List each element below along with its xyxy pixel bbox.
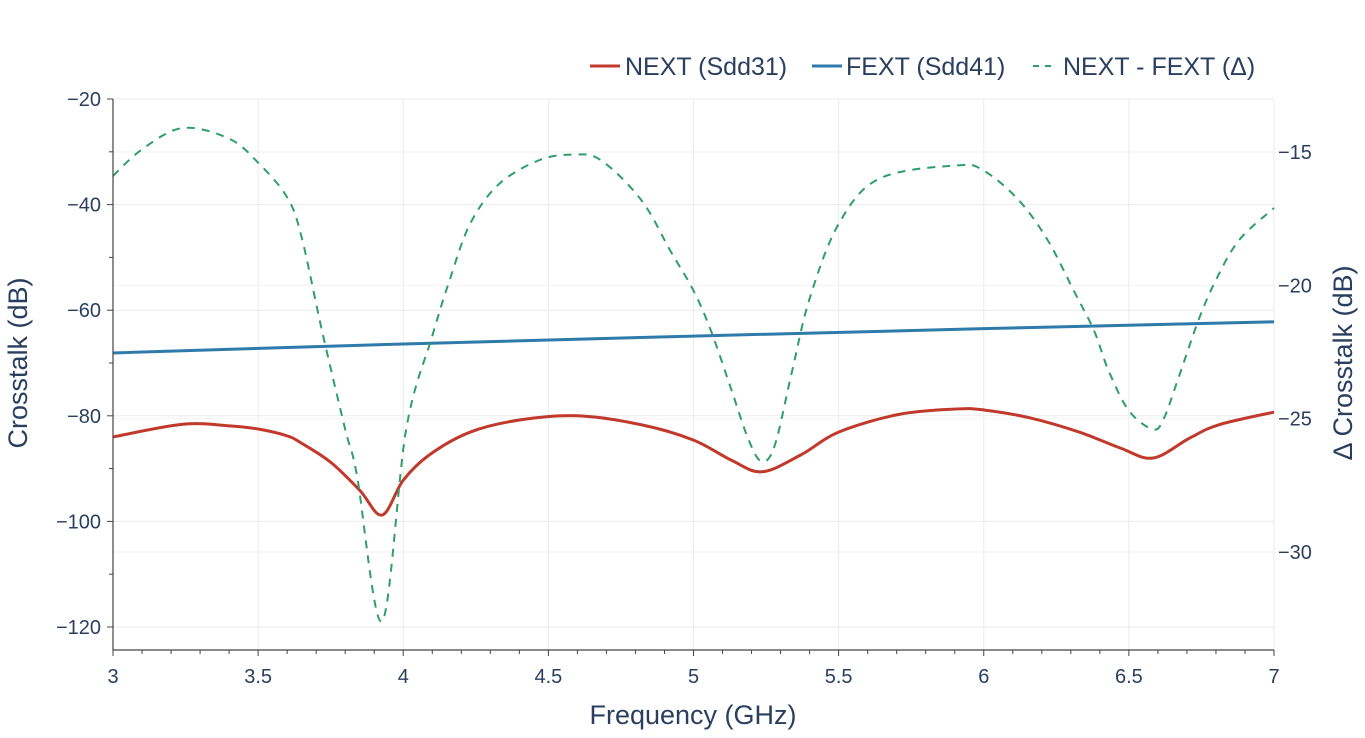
legend: NEXT (Sdd31) FEXT (Sdd41) NEXT - FEXT (Δ… xyxy=(590,53,1255,81)
x-axis-ticks: 3 3.5 4 4.5 5 5.5 6 6.5 7 xyxy=(107,650,1280,688)
x-tick-label: 4 xyxy=(398,666,409,688)
y-tick-label: −60 xyxy=(67,300,101,322)
fext-series-line xyxy=(112,320,1275,355)
x-tick-label: 7 xyxy=(1268,666,1279,688)
x-tick-label: 5.5 xyxy=(825,666,853,688)
x-tick-label: 6.5 xyxy=(1115,666,1143,688)
y-tick-label: −80 xyxy=(67,406,101,428)
x-tick-label: 3 xyxy=(107,666,118,688)
y2-tick-label: −15 xyxy=(1278,142,1312,164)
grid-lines xyxy=(112,98,1275,650)
y2-tick-label: −20 xyxy=(1278,275,1312,297)
y-tick-label: −40 xyxy=(67,195,101,217)
plot-area xyxy=(112,126,1275,623)
y-tick-label: −100 xyxy=(56,511,101,533)
y-tick-label: −120 xyxy=(56,617,101,639)
y-axis-ticks: −20 −40 −60 −80 −100 −120 xyxy=(56,89,113,639)
legend-item-next[interactable]: NEXT (Sdd31) xyxy=(590,53,787,81)
y2-tick-label: −30 xyxy=(1278,542,1312,564)
x-tick-label: 4.5 xyxy=(534,666,562,688)
y2-tick-label: −25 xyxy=(1278,409,1312,431)
legend-label-next: NEXT (Sdd31) xyxy=(625,53,787,81)
y-axis-title: Crosstalk (dB) xyxy=(3,277,33,448)
legend-item-fext[interactable]: FEXT (Sdd41) xyxy=(812,53,1005,81)
legend-item-delta[interactable]: NEXT - FEXT (Δ) xyxy=(1033,53,1255,81)
x-tick-label: 5 xyxy=(688,666,699,688)
x-axis-title: Frequency (GHz) xyxy=(589,700,796,730)
delta-series-line xyxy=(112,126,1275,623)
y-tick-label: −20 xyxy=(67,89,101,111)
x-tick-label: 6 xyxy=(978,666,989,688)
legend-label-fext: FEXT (Sdd41) xyxy=(846,53,1005,81)
legend-label-delta: NEXT - FEXT (Δ) xyxy=(1063,53,1255,81)
y2-axis-ticks: −15 −20 −25 −30 xyxy=(1278,142,1312,564)
next-series-line xyxy=(112,407,1275,517)
y2-axis-title: Δ Crosstalk (dB) xyxy=(1328,265,1358,460)
x-tick-label: 3.5 xyxy=(244,666,272,688)
